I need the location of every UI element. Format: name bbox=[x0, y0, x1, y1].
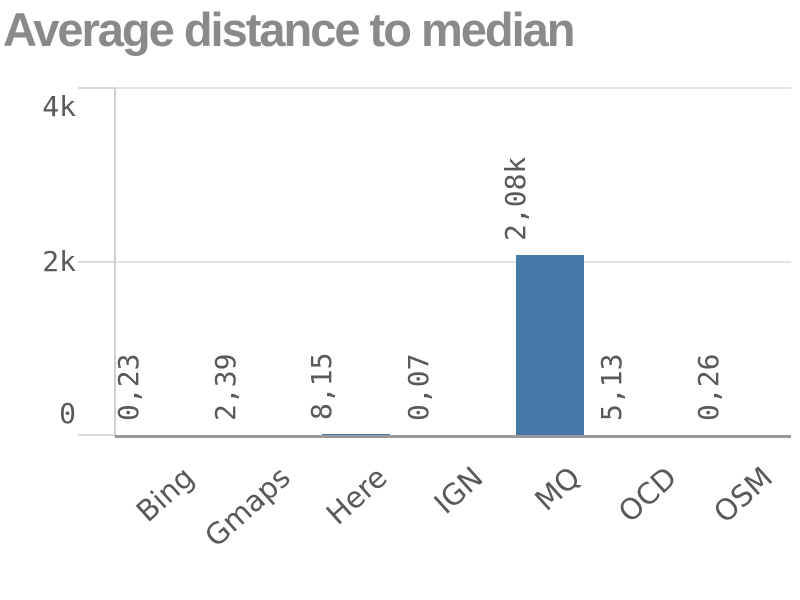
y-axis-line bbox=[114, 87, 116, 437]
bar-value-label: 2,39 bbox=[208, 353, 242, 421]
y-axis-tick-label: 0 bbox=[59, 397, 76, 430]
x-axis-category-label[interactable]: Gmaps bbox=[198, 460, 297, 554]
x-axis-category-label[interactable]: Bing bbox=[129, 460, 201, 529]
bar-value-label: 0,26 bbox=[691, 353, 725, 421]
y-axis-tick-label: 2k bbox=[42, 244, 76, 278]
y-axis-tick bbox=[78, 434, 114, 436]
bar-value-label: 0,23 bbox=[112, 353, 146, 421]
y-axis-tick bbox=[78, 87, 114, 89]
bar-value-label: 2,08k bbox=[498, 156, 532, 241]
x-axis-category-label[interactable]: OCD bbox=[611, 460, 683, 530]
bar-value-label: 5,13 bbox=[595, 353, 629, 421]
bar-value-label: 0,07 bbox=[402, 353, 435, 421]
gridline bbox=[115, 260, 791, 263]
chart-title: Average distance to median bbox=[3, 3, 576, 56]
bar[interactable] bbox=[322, 434, 391, 435]
bar[interactable] bbox=[515, 254, 584, 435]
x-axis-line bbox=[115, 435, 791, 438]
x-axis-category-label[interactable]: OSM bbox=[707, 460, 780, 530]
x-axis-category-label[interactable]: Here bbox=[319, 460, 394, 532]
bar-value-label: 8,15 bbox=[305, 352, 339, 421]
x-axis-category-label[interactable]: IGN bbox=[427, 460, 490, 521]
y-axis-tick-label: 4k bbox=[42, 90, 76, 123]
x-axis-category-label[interactable]: MQ bbox=[528, 460, 587, 518]
gridline bbox=[115, 87, 791, 89]
y-axis-tick bbox=[78, 260, 114, 263]
